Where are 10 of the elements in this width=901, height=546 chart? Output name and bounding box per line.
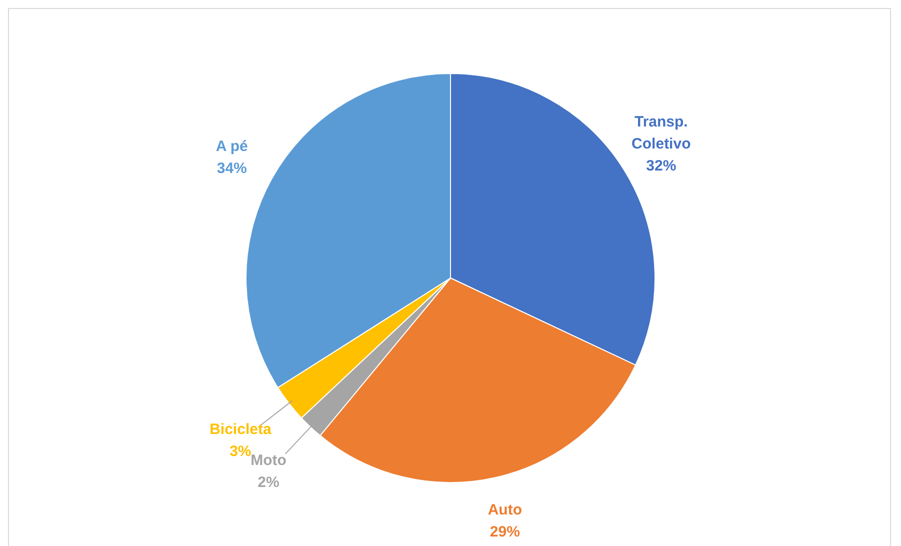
slice-label: Bicicleta — [210, 421, 272, 438]
slice-label: Auto — [488, 502, 522, 519]
slice-label: A pé — [216, 138, 248, 155]
slice-label: Transp. Coletivo — [632, 113, 691, 152]
data-label: 29% — [490, 524, 520, 541]
slice-label: Moto — [250, 452, 286, 469]
data-label: 3% — [230, 443, 252, 460]
data-label: 32% — [646, 157, 676, 174]
data-label: 2% — [258, 474, 280, 491]
data-label: 34% — [216, 160, 247, 177]
